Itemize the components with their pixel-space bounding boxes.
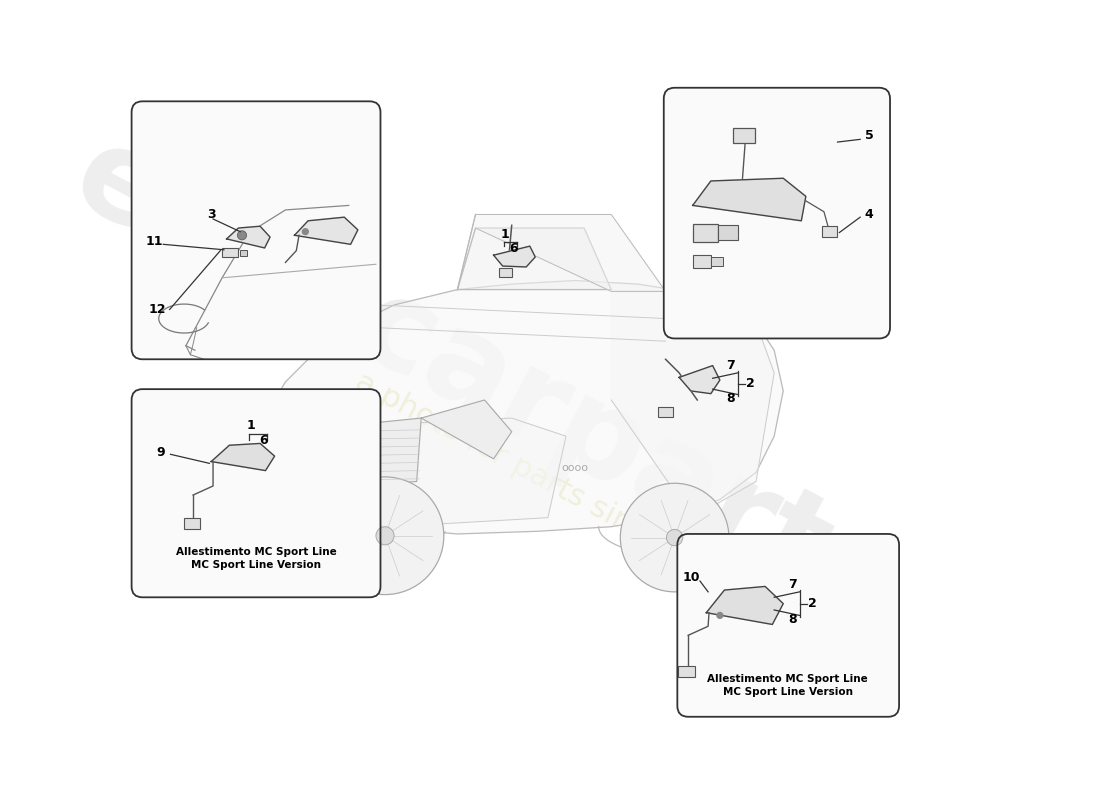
Circle shape [667,530,683,546]
Polygon shape [706,586,783,625]
Bar [693,223,718,242]
Text: 10: 10 [682,571,700,584]
Polygon shape [693,178,806,221]
Text: a photo for parts since 1985: a photo for parts since 1985 [350,367,746,596]
Bar [499,268,512,277]
Polygon shape [421,400,512,459]
Text: MC Sport Line Version: MC Sport Line Version [723,687,852,698]
Circle shape [620,483,729,592]
Text: eurocarparts: eurocarparts [54,114,915,649]
Circle shape [301,228,309,235]
Text: Allestimento MC Sport Line: Allestimento MC Sport Line [707,674,868,684]
FancyBboxPatch shape [132,102,381,359]
Text: MC Sport Line Version: MC Sport Line Version [191,560,321,570]
Text: 8: 8 [788,613,796,626]
Bar [693,255,711,268]
Bar [184,518,200,529]
Bar [822,226,837,237]
Bar [734,129,756,143]
Text: 9: 9 [156,446,165,459]
Circle shape [716,612,724,619]
Text: 1: 1 [500,228,509,241]
FancyBboxPatch shape [663,88,890,338]
Bar [222,248,239,257]
Text: 6: 6 [260,434,268,447]
Polygon shape [679,366,719,394]
Text: Allestimento MC Sport Line: Allestimento MC Sport Line [176,547,337,557]
FancyBboxPatch shape [678,534,899,717]
Text: 2: 2 [807,597,816,610]
Polygon shape [295,217,358,244]
Polygon shape [458,214,666,291]
Polygon shape [211,443,275,470]
Polygon shape [327,418,421,489]
Text: 3: 3 [207,208,216,221]
Polygon shape [258,281,783,534]
Text: 7: 7 [726,359,735,372]
Text: oooo: oooo [562,462,588,473]
Text: 5: 5 [865,130,873,142]
Circle shape [376,526,394,545]
Bar [679,666,694,677]
Text: 7: 7 [788,578,796,591]
Polygon shape [227,226,271,248]
Bar [658,407,673,417]
Polygon shape [458,228,612,290]
FancyBboxPatch shape [132,389,381,598]
Text: 12: 12 [148,303,166,316]
Circle shape [238,230,246,240]
Polygon shape [612,291,774,518]
Text: 11: 11 [145,235,163,248]
Text: 1: 1 [246,419,255,432]
Circle shape [327,477,443,594]
Bar [240,250,248,256]
Text: 8: 8 [726,392,735,405]
Polygon shape [304,418,566,531]
Text: 6: 6 [509,242,518,255]
Text: 4: 4 [865,208,873,221]
Bar [711,257,724,266]
Text: 2: 2 [746,378,755,390]
Polygon shape [494,246,536,267]
Bar [718,226,738,240]
